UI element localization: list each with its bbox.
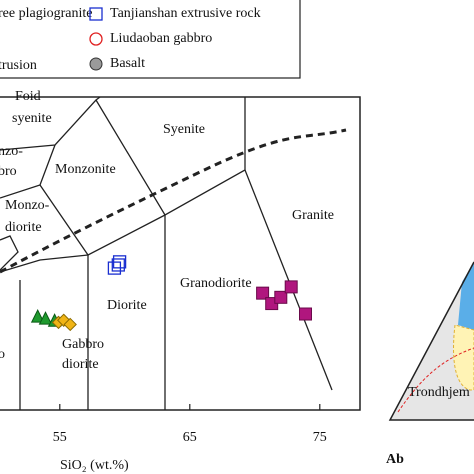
legend-marker bbox=[89, 32, 103, 46]
field-boundaries bbox=[0, 96, 333, 410]
field-label: nzo- bbox=[0, 144, 23, 159]
marker bbox=[30, 308, 45, 323]
field-label: Trondhjem bbox=[408, 385, 470, 400]
legend-label: trusion bbox=[0, 58, 37, 73]
x-tick-label: 55 bbox=[53, 430, 67, 445]
plot-frame bbox=[0, 96, 361, 411]
legend-label: Liudaoban gabbro bbox=[110, 31, 212, 46]
marker bbox=[38, 311, 53, 325]
marker bbox=[111, 258, 125, 272]
legend-marker bbox=[89, 57, 103, 71]
field-label: syenite bbox=[12, 111, 52, 126]
legend-marker bbox=[89, 7, 103, 21]
legend-label: Basalt bbox=[110, 56, 145, 71]
field-label: Monzo- bbox=[5, 198, 50, 213]
ternary-panel bbox=[388, 260, 474, 421]
field-label: Foid bbox=[15, 89, 41, 104]
field-label: diorite bbox=[5, 220, 42, 235]
marker bbox=[299, 307, 312, 321]
field-label: Granodiorite bbox=[180, 276, 252, 291]
x-axis-label: SiO₂ (wt.%) bbox=[60, 458, 129, 473]
field-label: Diorite bbox=[107, 298, 147, 313]
field-label: o bbox=[0, 347, 5, 362]
marker bbox=[284, 280, 298, 294]
x-tick-label: 75 bbox=[313, 430, 327, 445]
legend-label: ree plagiogranite bbox=[0, 6, 92, 21]
legend-box bbox=[0, 0, 301, 79]
alkaline-divide bbox=[0, 128, 347, 274]
marker bbox=[274, 290, 288, 304]
marker bbox=[112, 255, 127, 269]
field-label: diorite bbox=[62, 357, 99, 372]
field-label: bro bbox=[0, 164, 17, 179]
field-label: Granite bbox=[292, 208, 334, 223]
field-label: Syenite bbox=[163, 122, 205, 137]
field-label: Monzonite bbox=[55, 162, 116, 177]
field-label: Ab bbox=[386, 452, 404, 467]
legend-label: Tanjianshan extrusive rock bbox=[110, 6, 261, 21]
marker bbox=[63, 317, 77, 332]
field-label: Gabbro bbox=[62, 337, 104, 352]
marker bbox=[256, 286, 270, 300]
x-tick-label: 65 bbox=[183, 430, 197, 445]
